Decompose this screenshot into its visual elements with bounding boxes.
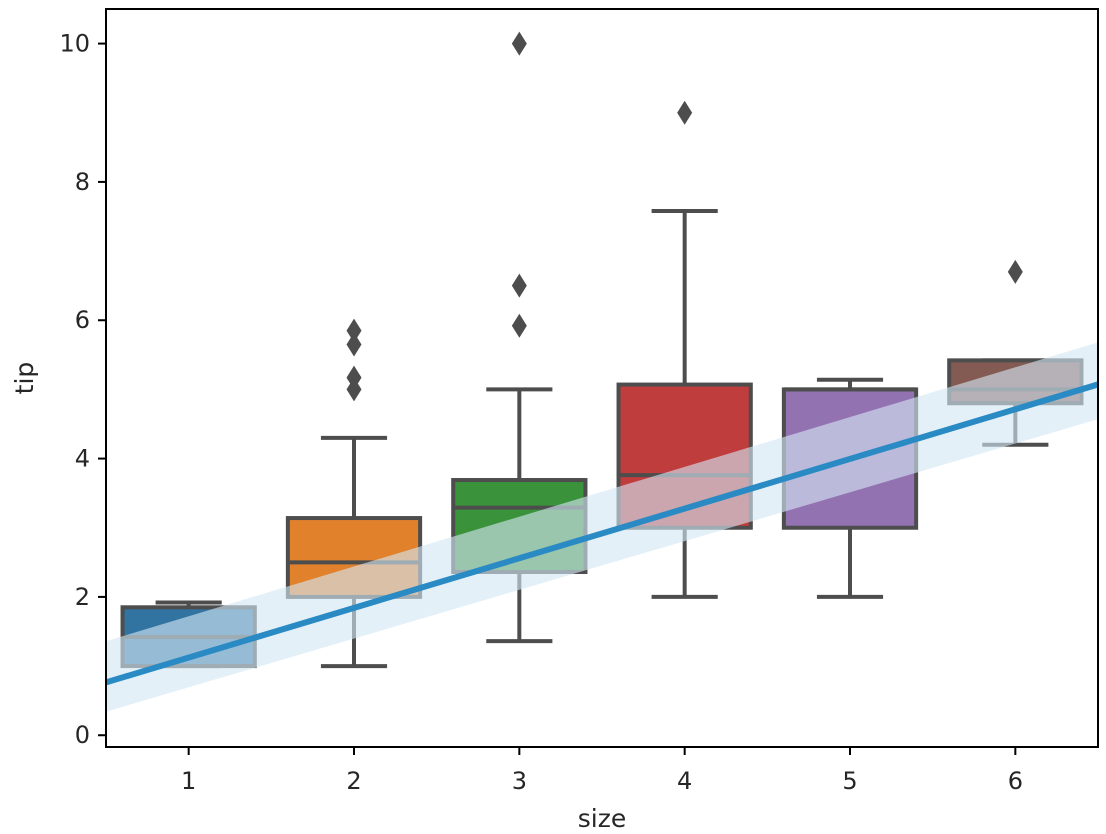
outlier-point (346, 318, 362, 343)
x-axis-label: size (578, 804, 626, 833)
outlier-point (511, 313, 527, 338)
x-tick-label: 5 (842, 767, 857, 795)
y-tick-label: 2 (75, 583, 90, 611)
x-tick-label: 2 (346, 767, 361, 795)
outlier-point (346, 332, 362, 357)
x-tick-label: 4 (677, 767, 692, 795)
regression-confidence-band (106, 342, 1098, 712)
outlier-point (346, 377, 362, 402)
y-tick-label: 10 (59, 30, 90, 58)
outlier-point (677, 100, 693, 125)
y-tick-label: 0 (75, 721, 90, 749)
outlier-point (511, 31, 527, 56)
y-tick-label: 6 (75, 306, 90, 334)
regression-layer (106, 342, 1098, 712)
regression-line (106, 381, 1098, 686)
y-tick-label: 4 (75, 445, 90, 473)
y-tick-label: 8 (75, 168, 90, 196)
x-tick-label: 1 (181, 767, 196, 795)
y-axis-label: tip (10, 362, 39, 395)
outlier-point (511, 273, 527, 298)
outlier-point (1007, 259, 1023, 284)
x-tick-label: 6 (1008, 767, 1023, 795)
plot-frame (105, 8, 1099, 748)
x-tick-label: 3 (512, 767, 527, 795)
